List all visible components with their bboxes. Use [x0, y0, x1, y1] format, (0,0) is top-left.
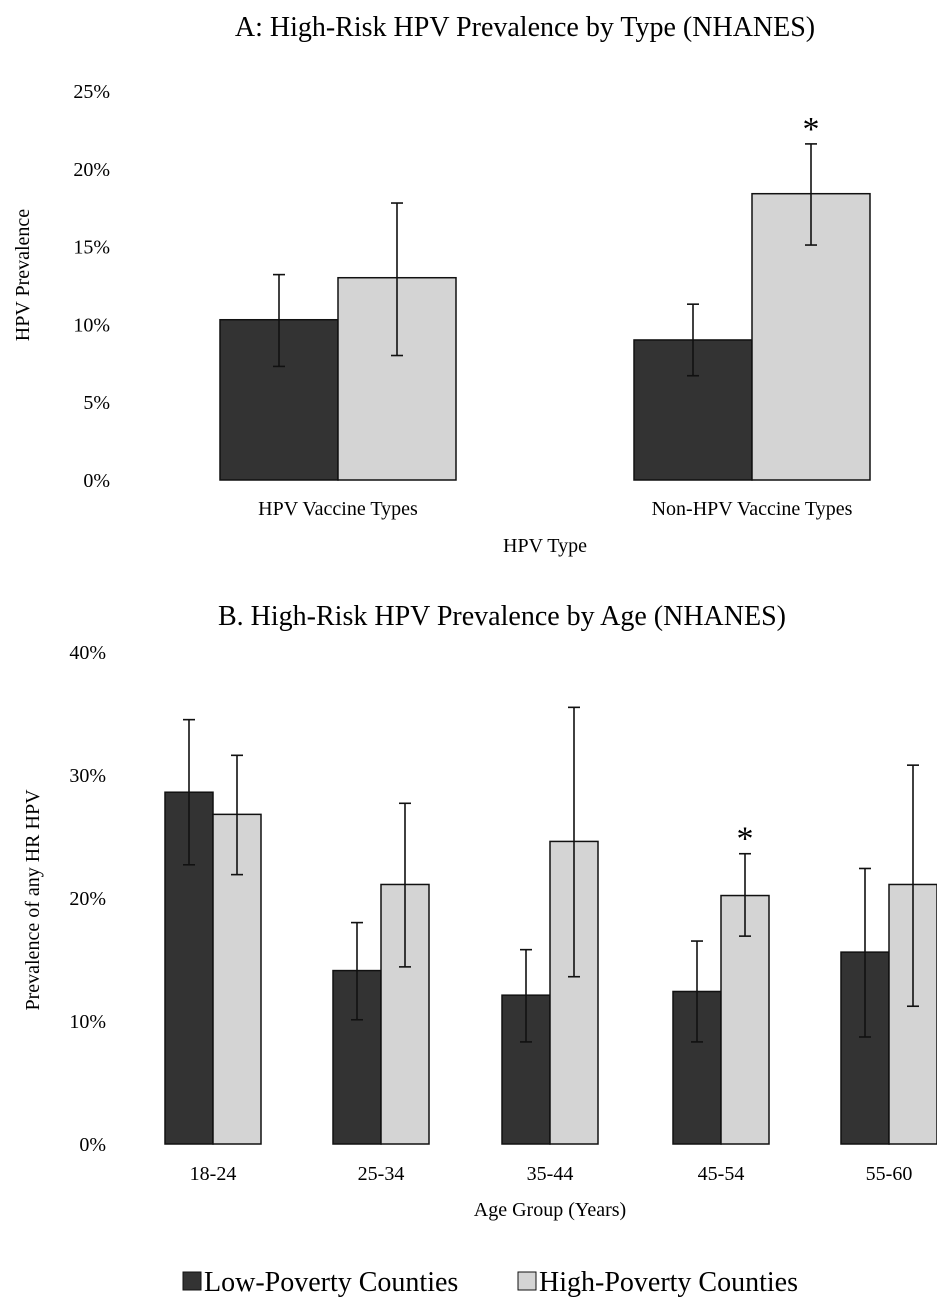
- y-tick-label: 0%: [79, 1134, 106, 1156]
- x-tick-label: 18-24: [190, 1163, 237, 1185]
- y-tick-label: 20%: [69, 888, 106, 910]
- y-tick-label: 10%: [73, 314, 110, 336]
- y-tick-label: 5%: [83, 392, 110, 414]
- chart-panel-b: B. High-Risk HPV Prevalence by Age (NHAN…: [22, 601, 937, 1221]
- legend-swatch-low: [182, 1271, 202, 1291]
- chart-title: A: High-Risk HPV Prevalence by Type (NHA…: [235, 12, 815, 43]
- y-tick-label: 0%: [83, 470, 110, 492]
- y-tick-label: 20%: [73, 159, 110, 181]
- x-tick-label: 35-44: [527, 1163, 574, 1185]
- x-tick-label: 25-34: [358, 1163, 405, 1185]
- x-axis-label: Age Group (Years): [474, 1199, 626, 1221]
- x-tick-label: Non-HPV Vaccine Types: [652, 498, 853, 520]
- legend-label-high: High-Poverty Counties: [539, 1267, 798, 1298]
- y-tick-label: 25%: [73, 81, 110, 103]
- x-tick-label: 45-54: [698, 1163, 745, 1185]
- significance-marker: *: [737, 821, 754, 858]
- x-axis-label: HPV Type: [503, 535, 587, 557]
- x-tick-label: 55-60: [866, 1163, 913, 1185]
- y-axis-label: Prevalence of any HR HPV: [22, 789, 44, 1011]
- chart-panel-a: A: High-Risk HPV Prevalence by Type (NHA…: [12, 12, 871, 557]
- x-tick-label: HPV Vaccine Types: [258, 498, 418, 520]
- y-tick-label: 40%: [69, 642, 106, 664]
- legend-label-low: Low-Poverty Counties: [204, 1267, 458, 1298]
- legend-swatch-high: [517, 1271, 537, 1291]
- y-tick-label: 30%: [69, 765, 106, 787]
- chart-title: B. High-Risk HPV Prevalence by Age (NHAN…: [218, 601, 786, 632]
- y-axis-label: HPV Prevalence: [12, 209, 34, 341]
- legend: Low-Poverty Counties High-Poverty Counti…: [182, 1267, 798, 1298]
- y-tick-label: 10%: [69, 1011, 106, 1033]
- significance-marker: *: [803, 111, 820, 148]
- y-tick-label: 15%: [73, 237, 110, 259]
